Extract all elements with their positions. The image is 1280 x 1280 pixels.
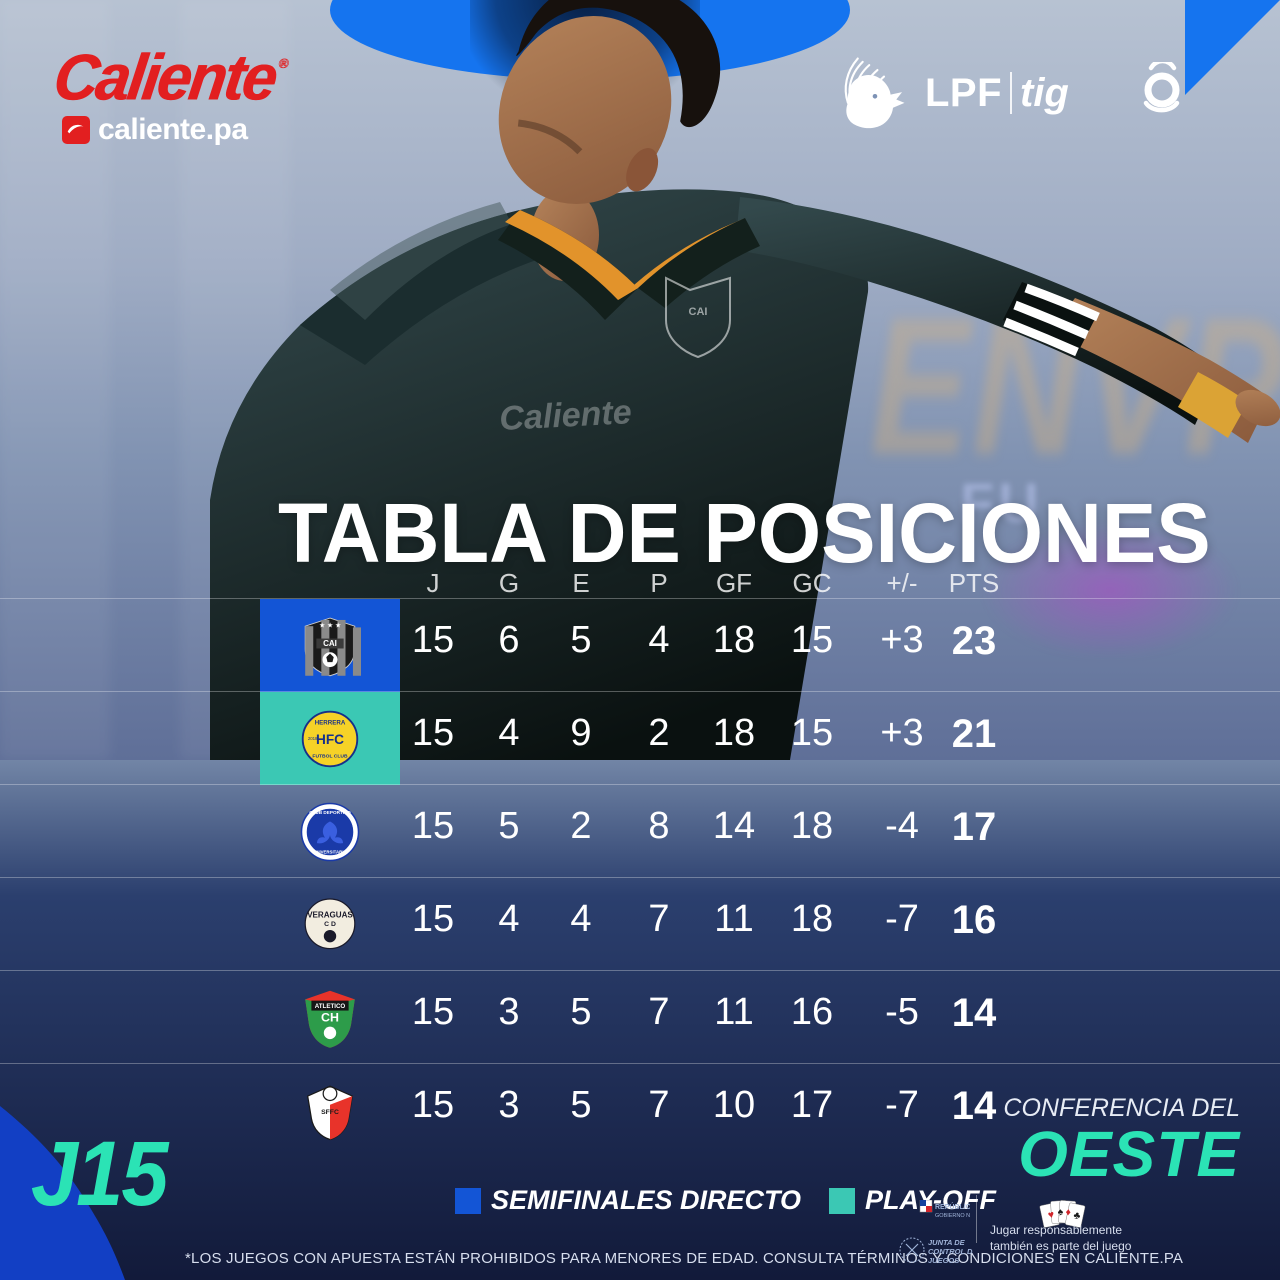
svg-text:GOBIERNO NACIONAL: GOBIERNO NACIONAL [935, 1213, 970, 1219]
svg-text:★ ★ ★: ★ ★ ★ [319, 621, 341, 629]
svg-text:Caliente: Caliente [498, 393, 632, 438]
svg-text:REPÚBLICA DE PANAMÁ: REPÚBLICA DE PANAMÁ [935, 1202, 970, 1211]
svg-text:HERRERA: HERRERA [315, 719, 346, 726]
svg-text:2018: 2018 [308, 736, 318, 741]
svg-text:JUNTA DE: JUNTA DE [928, 1238, 966, 1247]
svg-text:CONTROL DE: CONTROL DE [928, 1247, 973, 1256]
svg-text:CAI: CAI [689, 306, 708, 318]
svg-text:CH: CH [321, 1010, 339, 1024]
svg-text:UNIVERSITARIO: UNIVERSITARIO [313, 849, 347, 854]
svg-text:HFC: HFC [316, 731, 344, 746]
svg-text:ATLETICO: ATLETICO [315, 1003, 346, 1010]
svg-text:FUTBOL CLUB: FUTBOL CLUB [312, 753, 348, 759]
svg-text:CAI: CAI [323, 639, 337, 648]
svg-text:JUEGOS: JUEGOS [928, 1256, 959, 1265]
svg-text:VERAGUAS: VERAGUAS [307, 910, 353, 919]
svg-text:C D: C D [324, 921, 336, 928]
svg-text:tig: tig [1020, 71, 1069, 115]
svg-text:SFFC: SFFC [321, 1109, 339, 1116]
svg-text:♦: ♦ [1065, 1207, 1071, 1218]
svg-text:CLUB DEPORTIVO: CLUB DEPORTIVO [309, 810, 351, 815]
